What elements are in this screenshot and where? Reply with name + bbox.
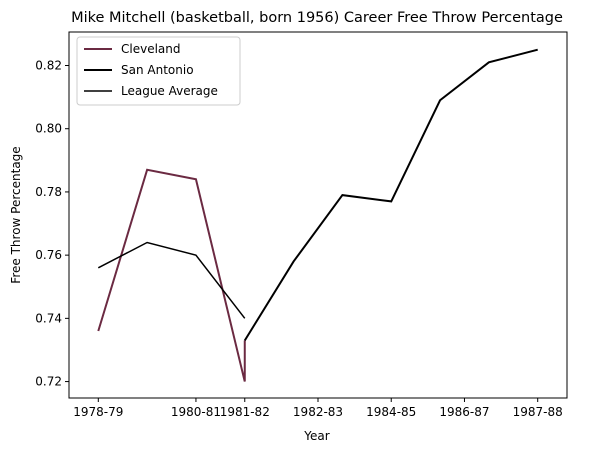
y-tick-label: 0.74 [35,311,62,325]
x-tick-label: 1978-79 [73,405,123,419]
legend-label-league-average: League Average [121,84,218,98]
series-line-san-antonio [243,48,538,342]
y-tick-label: 0.80 [35,122,62,136]
legend-label-san-antonio: San Antonio [121,63,194,77]
legend: Cleveland San Antonio League Average [76,36,241,106]
y-tick-label: 0.72 [35,375,62,389]
y-axis-ticks: 0.72 0.74 0.76 0.78 0.80 0.82 [35,59,69,389]
legend-label-cleveland: Cleveland [121,42,181,56]
series-layer [97,48,538,382]
x-tick-label: 1982-83 [293,405,343,419]
legend-box [76,36,241,106]
series-line-league-average [97,241,246,319]
legend-items: Cleveland San Antonio League Average [84,42,218,98]
x-tick-label: 1987-88 [513,405,563,419]
series-line-cleveland [97,168,246,382]
y-axis-label: Free Throw Percentage [9,146,23,283]
y-tick-label: 0.82 [35,59,62,73]
x-tick-label: 1984-85 [366,405,416,419]
x-tick-label: 1980-81 [171,405,221,419]
y-tick-label: 0.78 [35,185,62,199]
chart-title: Mike Mitchell (basketball, born 1956) Ca… [71,10,563,26]
x-axis-label: Year [303,429,329,443]
x-tick-label: 1981-82 [220,405,270,419]
y-tick-label: 0.76 [35,248,62,262]
x-tick-label: 1986-87 [439,405,489,419]
